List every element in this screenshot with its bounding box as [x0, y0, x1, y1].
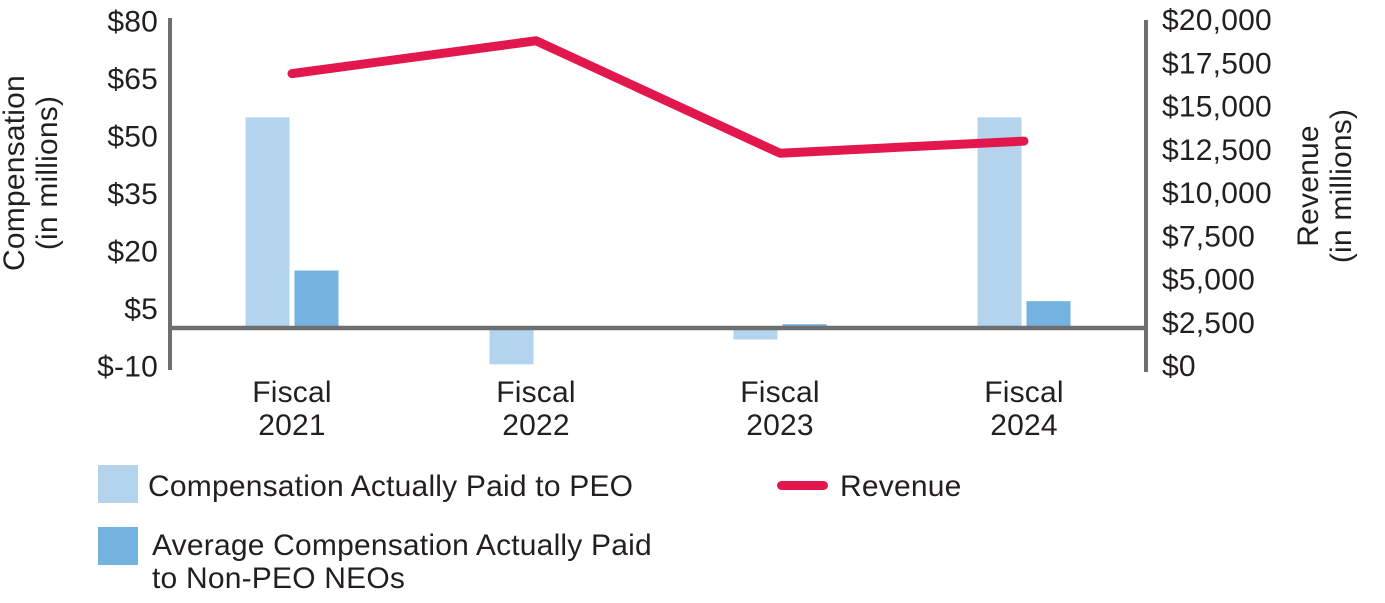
- legend-label-revenue: Revenue: [840, 470, 962, 503]
- right-axis-tick-label: $2,500: [1162, 307, 1255, 340]
- right-axis-tick-label: $20,000: [1162, 4, 1272, 37]
- bar-peo-fiscal-2024: [977, 117, 1022, 328]
- legend-swatch-peo: [98, 465, 138, 503]
- legend-label-non-peo-line2: to Non-PEO NEOs: [152, 562, 406, 595]
- right-axis-tick-label: $5,000: [1162, 264, 1255, 297]
- left-axis-tick-label: $5: [124, 293, 158, 326]
- x-category-label: Fiscal 2023: [740, 376, 820, 442]
- bar-non-peo-fiscal-2024: [1026, 301, 1071, 328]
- bar-peo-fiscal-2023: [733, 328, 778, 340]
- chart-plot-area: $80 $65 $50 $35 $20 $5 $-10 $20,000 $17,500 $15,0…: [97, 4, 1272, 442]
- x-category-label: Fiscal 2021: [252, 376, 332, 442]
- right-axis-tick-label: $10,000: [1162, 177, 1272, 210]
- legend-swatch-non-peo: [98, 527, 138, 565]
- bar-peo-fiscal-2022: [489, 328, 534, 365]
- left-axis-tick-label: $65: [107, 63, 158, 96]
- legend-label-non-peo-line1: Average Compensation Actually Paid: [152, 529, 652, 562]
- right-axis-tick-label: $15,000: [1162, 91, 1272, 124]
- right-axis-tick-label: $17,500: [1162, 47, 1272, 80]
- legend-label-non-peo: Average Compensation Actually Paid to No…: [152, 529, 652, 595]
- legend-line-swatch-revenue: [777, 481, 828, 490]
- left-axis-tick-label: $35: [107, 178, 158, 211]
- right-axis-tick-label: $0: [1162, 350, 1196, 383]
- x-category-label: Fiscal 2022: [496, 376, 576, 442]
- right-axis-tick-label: $7,500: [1162, 220, 1255, 253]
- legend-label-peo: Compensation Actually Paid to PEO: [148, 470, 634, 503]
- left-axis-tick-label: $-10: [97, 350, 158, 383]
- bar-non-peo-fiscal-2021: [294, 270, 339, 328]
- revenue-line: [287, 36, 1029, 158]
- left-axis-tick-label: $80: [107, 6, 158, 39]
- left-axis-tick-label: $20: [107, 235, 158, 268]
- bar-peo-fiscal-2021: [245, 117, 290, 328]
- x-category-label: Fiscal 2024: [984, 376, 1064, 442]
- left-axis-tick-label: $50: [107, 121, 158, 154]
- right-axis-tick-label: $12,500: [1162, 134, 1272, 167]
